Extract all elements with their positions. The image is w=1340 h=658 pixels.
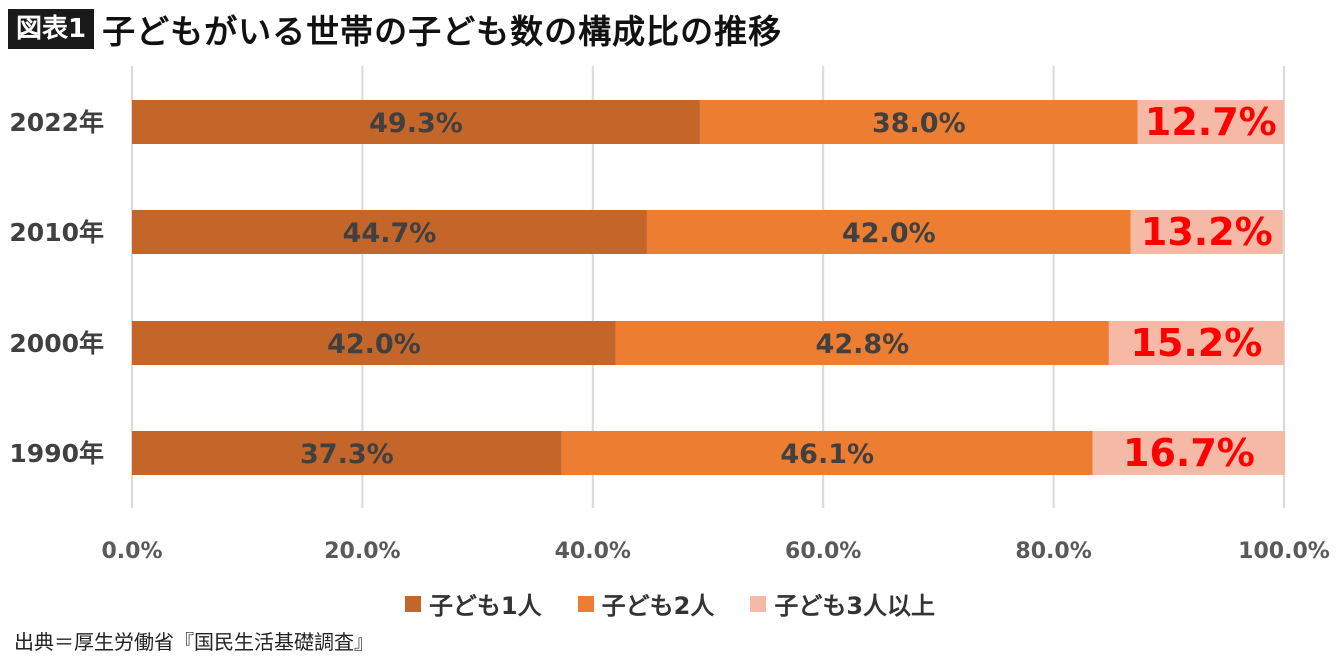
data-label: 16.7% [1123,431,1255,475]
legend-swatch [404,595,421,612]
bar-segment [699,100,1138,144]
data-label: 44.7% [343,218,437,249]
figure-badge: 図表1 [8,9,95,49]
title-bar: 図表1 子どもがいる世帯の子ども数の構成比の推移 [8,6,782,52]
source-note: 出典＝厚生労働省『国民生活基礎調査』 [14,630,374,654]
legend-item-one-child: 子ども1人 [404,586,542,621]
bar-segment [132,321,616,365]
bar-segment [132,100,700,144]
x-tick-label: 40.0% [555,539,631,564]
bars [132,100,1286,475]
bar-segment [1108,321,1284,365]
data-label: 13.2% [1141,210,1273,254]
category-label: 2010年 [9,218,104,247]
legend-item-two-children: 子ども2人 [577,586,715,621]
data-label: 37.3% [300,439,394,470]
legend-label: 子ども2人 [601,592,715,620]
data-labels: 49.3% 38.0% 12.7% 44.7% 42.0% 13.2% 42.0% 42.8%… [300,100,1277,475]
bar-segment [615,321,1109,365]
bar-segment [132,210,647,254]
x-tick-label: 0.0% [101,539,162,564]
chart-title: 子どもがいる世帯の子ども数の構成比の推移 [102,12,783,51]
legend: 子ども1人 子ども2人 子ども3人以上 [0,586,1340,621]
x-tick-label: 60.0% [785,539,861,564]
x-tick-label: 20.0% [324,539,400,564]
bar-segment [1137,100,1284,144]
x-tick-label: 100.0% [1238,539,1330,564]
category-label: 2022年 [9,108,104,137]
legend-swatch [750,595,767,612]
x-tick-label: 80.0% [1015,539,1091,564]
data-label: 46.1% [780,439,874,470]
bar-segment [1092,431,1286,475]
data-label: 42.0% [842,218,936,249]
data-label: 49.3% [369,108,463,139]
bar-segment [132,431,562,475]
data-label: 38.0% [872,108,966,139]
data-label: 15.2% [1131,321,1263,365]
category-label: 2000年 [9,329,104,358]
axis-labels: 0.0% 20.0% 40.0% 60.0% 80.0% 100.0% 2022年 2010年… [9,108,1329,564]
bar-segment [1130,210,1283,254]
data-label: 42.8% [816,329,910,360]
legend-label: 子ども3人以上 [774,592,936,620]
stacked-bar-chart: 49.3% 38.0% 12.7% 44.7% 42.0% 13.2% 42.0% 42.8%… [9,66,1330,564]
data-label: 12.7% [1145,100,1277,144]
bar-segment [646,210,1131,254]
legend-swatch [577,595,594,612]
bar-segment [561,431,1093,475]
legend-label: 子ども1人 [428,592,542,620]
legend-item-three-plus: 子ども3人以上 [750,586,935,621]
data-label: 42.0% [327,329,421,360]
category-label: 1990年 [9,439,104,468]
